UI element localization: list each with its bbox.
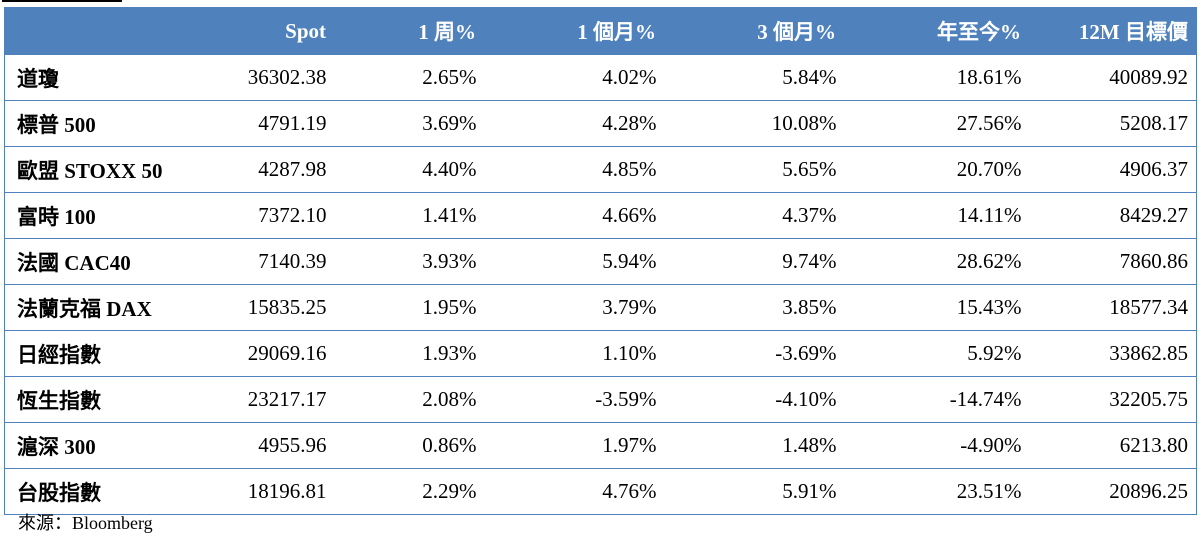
month-change: 4.85% [484, 146, 665, 193]
ytd-change: 23.51% [844, 468, 1030, 515]
month-change: 3.79% [484, 284, 665, 331]
index-name: 恆生指數 [4, 376, 165, 423]
index-name: 富時 100 [4, 192, 165, 239]
spot-value: 18196.81 [164, 468, 335, 515]
three-month-change: 5.65% [664, 146, 845, 193]
table-row: 富時 100 7372.10 1.41% 4.66% 4.37% 14.11% … [4, 192, 1197, 239]
spot-value: 15835.25 [164, 284, 335, 331]
three-month-change: 4.37% [664, 192, 845, 239]
ytd-change: 5.92% [844, 330, 1030, 377]
target-price: 7860.86 [1029, 238, 1197, 285]
index-name: 道瓊 [4, 54, 165, 101]
table-row: 標普 500 4791.19 3.69% 4.28% 10.08% 27.56%… [4, 100, 1197, 147]
three-month-change: 5.84% [664, 54, 845, 101]
table-row: 恆生指數 23217.17 2.08% -3.59% -4.10% -14.74… [4, 376, 1197, 423]
spot-value: 4287.98 [164, 146, 335, 193]
target-price: 5208.17 [1029, 100, 1197, 147]
index-name: 法蘭克福 DAX [4, 284, 165, 331]
index-name: 滬深 300 [4, 422, 165, 469]
target-price: 33862.85 [1029, 330, 1197, 377]
top-rule [2, 0, 122, 2]
table-row: 台股指數 18196.81 2.29% 4.76% 5.91% 23.51% 2… [4, 468, 1197, 515]
header-index [4, 7, 165, 55]
table-row: 歐盟 STOXX 50 4287.98 4.40% 4.85% 5.65% 20… [4, 146, 1197, 193]
week-change: 0.86% [334, 422, 485, 469]
three-month-change: 9.74% [664, 238, 845, 285]
target-price: 6213.80 [1029, 422, 1197, 469]
header-ytd: 年至今% [844, 7, 1030, 55]
week-change: 1.41% [334, 192, 485, 239]
ytd-change: 15.43% [844, 284, 1030, 331]
index-name: 標普 500 [4, 100, 165, 147]
table-row: 法蘭克福 DAX 15835.25 1.95% 3.79% 3.85% 15.4… [4, 284, 1197, 331]
ytd-change: 28.62% [844, 238, 1030, 285]
month-change: 5.94% [484, 238, 665, 285]
header-row: Spot 1 周% 1 個月% 3 個月% 年至今% 12M 目標價 [4, 7, 1197, 55]
header-3-month: 3 個月% [664, 7, 845, 55]
week-change: 2.29% [334, 468, 485, 515]
three-month-change: -4.10% [664, 376, 845, 423]
header-1-month: 1 個月% [484, 7, 665, 55]
three-month-change: 10.08% [664, 100, 845, 147]
source-note: 來源：Bloomberg [18, 513, 153, 533]
ytd-change: 27.56% [844, 100, 1030, 147]
month-change: 4.02% [484, 54, 665, 101]
week-change: 1.95% [334, 284, 485, 331]
index-name: 法國 CAC40 [4, 238, 165, 285]
month-change: 1.97% [484, 422, 665, 469]
index-name: 歐盟 STOXX 50 [4, 146, 165, 193]
ytd-change: -14.74% [844, 376, 1030, 423]
header-12m-target: 12M 目標價 [1029, 7, 1197, 55]
month-change: 4.76% [484, 468, 665, 515]
spot-value: 7372.10 [164, 192, 335, 239]
table-row: 道瓊 36302.38 2.65% 4.02% 5.84% 18.61% 400… [4, 54, 1197, 101]
header-spot: Spot [164, 7, 335, 55]
week-change: 2.65% [334, 54, 485, 101]
spot-value: 4955.96 [164, 422, 335, 469]
target-price: 40089.92 [1029, 54, 1197, 101]
spot-value: 29069.16 [164, 330, 335, 377]
week-change: 4.40% [334, 146, 485, 193]
spot-value: 36302.38 [164, 54, 335, 101]
week-change: 3.69% [334, 100, 485, 147]
table-row: 滬深 300 4955.96 0.86% 1.97% 1.48% -4.90% … [4, 422, 1197, 469]
week-change: 1.93% [334, 330, 485, 377]
week-change: 3.93% [334, 238, 485, 285]
month-change: -3.59% [484, 376, 665, 423]
month-change: 4.66% [484, 192, 665, 239]
table-row: 日經指數 29069.16 1.93% 1.10% -3.69% 5.92% 3… [4, 330, 1197, 377]
month-change: 4.28% [484, 100, 665, 147]
three-month-change: 3.85% [664, 284, 845, 331]
index-name: 台股指數 [4, 468, 165, 515]
table-row: 法國 CAC40 7140.39 3.93% 5.94% 9.74% 28.62… [4, 238, 1197, 285]
week-change: 2.08% [334, 376, 485, 423]
spot-value: 23217.17 [164, 376, 335, 423]
ytd-change: 18.61% [844, 54, 1030, 101]
spot-value: 4791.19 [164, 100, 335, 147]
index-performance-table: Spot 1 周% 1 個月% 3 個月% 年至今% 12M 目標價 道瓊 36… [4, 7, 1197, 515]
three-month-change: -3.69% [664, 330, 845, 377]
header-1-week: 1 周% [334, 7, 485, 55]
three-month-change: 5.91% [664, 468, 845, 515]
target-price: 8429.27 [1029, 192, 1197, 239]
ytd-change: 14.11% [844, 192, 1030, 239]
ytd-change: 20.70% [844, 146, 1030, 193]
ytd-change: -4.90% [844, 422, 1030, 469]
target-price: 32205.75 [1029, 376, 1197, 423]
spot-value: 7140.39 [164, 238, 335, 285]
month-change: 1.10% [484, 330, 665, 377]
target-price: 20896.25 [1029, 468, 1197, 515]
index-name: 日經指數 [4, 330, 165, 377]
target-price: 4906.37 [1029, 146, 1197, 193]
three-month-change: 1.48% [664, 422, 845, 469]
target-price: 18577.34 [1029, 284, 1197, 331]
